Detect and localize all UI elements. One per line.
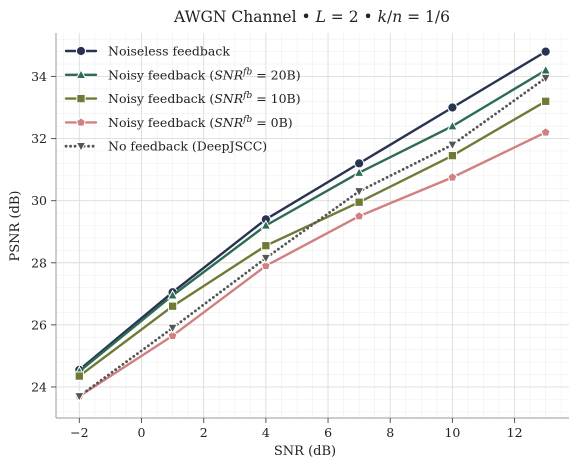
x-tick-label: 6 bbox=[324, 425, 332, 440]
data-point bbox=[354, 210, 365, 221]
series-line bbox=[78, 50, 547, 372]
data-point bbox=[446, 140, 458, 151]
series-line bbox=[77, 76, 548, 398]
x-tick-label: 4 bbox=[262, 425, 270, 440]
data-point bbox=[167, 330, 178, 340]
data-point bbox=[74, 371, 84, 381]
legend-label: No feedback (DeepJSCC) bbox=[108, 139, 267, 154]
data-point bbox=[261, 241, 271, 251]
data-point bbox=[541, 96, 551, 106]
legend-swatch-marker bbox=[76, 93, 86, 104]
y-axis-label: PSNR (dB) bbox=[8, 191, 23, 262]
legend-label: Noisy feedback (SNRfb = 0B) bbox=[108, 115, 293, 130]
y-tick-label: 30 bbox=[31, 193, 47, 208]
y-tick-label: 28 bbox=[31, 255, 47, 270]
data-point bbox=[73, 392, 85, 403]
legend-entry: Noisy feedback (SNRfb = 10B) bbox=[64, 91, 301, 106]
data-point bbox=[447, 151, 458, 161]
data-point bbox=[353, 166, 365, 177]
series-line bbox=[78, 131, 547, 398]
data-point bbox=[260, 219, 272, 230]
legend-swatch-marker bbox=[76, 117, 86, 127]
legend-entry: Noisy feedback (SNRfb = 20B) bbox=[64, 67, 301, 82]
data-point bbox=[260, 260, 271, 271]
data-point bbox=[540, 64, 552, 75]
legend-label: Noiseless feedback bbox=[108, 44, 230, 59]
chart-title: AWGN Channel • L = 2 • k/n = 1/6 bbox=[173, 8, 450, 26]
x-axis-label: SNR (dB) bbox=[274, 444, 336, 459]
data-point bbox=[167, 289, 179, 300]
legend: Noiseless feedback Noisy feedback (SNRfb … bbox=[64, 44, 301, 154]
y-tick-label: 26 bbox=[31, 317, 47, 332]
data-point bbox=[353, 187, 365, 198]
series-5 bbox=[73, 73, 552, 403]
y-tick-label: 32 bbox=[31, 131, 47, 146]
series-line bbox=[78, 100, 547, 378]
x-tick-label: −2 bbox=[70, 425, 88, 440]
legend-label: Noisy feedback (SNRfb = 10B) bbox=[108, 91, 301, 106]
data-point bbox=[540, 127, 551, 137]
x-tick-label: 12 bbox=[507, 425, 523, 440]
legend-swatch-marker bbox=[75, 45, 87, 57]
data-point bbox=[354, 197, 364, 207]
data-point bbox=[354, 158, 365, 169]
legend-label: Noisy feedback (SNRfb = 20B) bbox=[108, 67, 301, 82]
x-tick-label: 2 bbox=[200, 425, 208, 440]
legend-swatch-marker bbox=[75, 68, 87, 79]
legend-entry: Noiseless feedback bbox=[64, 44, 230, 59]
y-tick-label: 34 bbox=[31, 69, 47, 84]
data-point bbox=[447, 172, 458, 182]
legend-swatch-marker bbox=[75, 142, 87, 153]
legend-entry: No feedback (DeepJSCC) bbox=[64, 139, 267, 154]
data-point bbox=[260, 253, 272, 264]
series-line bbox=[78, 69, 547, 373]
data-point bbox=[167, 301, 178, 311]
series-lines bbox=[73, 46, 552, 403]
x-tick-label: 0 bbox=[138, 425, 146, 440]
data-point bbox=[540, 73, 552, 84]
series-2 bbox=[73, 64, 552, 376]
y-tick-label: 24 bbox=[31, 379, 47, 394]
x-tick-label: 10 bbox=[444, 425, 460, 440]
data-point bbox=[446, 120, 458, 131]
data-point bbox=[540, 46, 551, 57]
data-point bbox=[167, 323, 179, 334]
x-tick-label: 8 bbox=[386, 425, 394, 440]
series-3 bbox=[74, 96, 551, 381]
legend-entry: Noisy feedback (SNRfb = 0B) bbox=[64, 115, 293, 130]
data-point bbox=[447, 102, 458, 113]
